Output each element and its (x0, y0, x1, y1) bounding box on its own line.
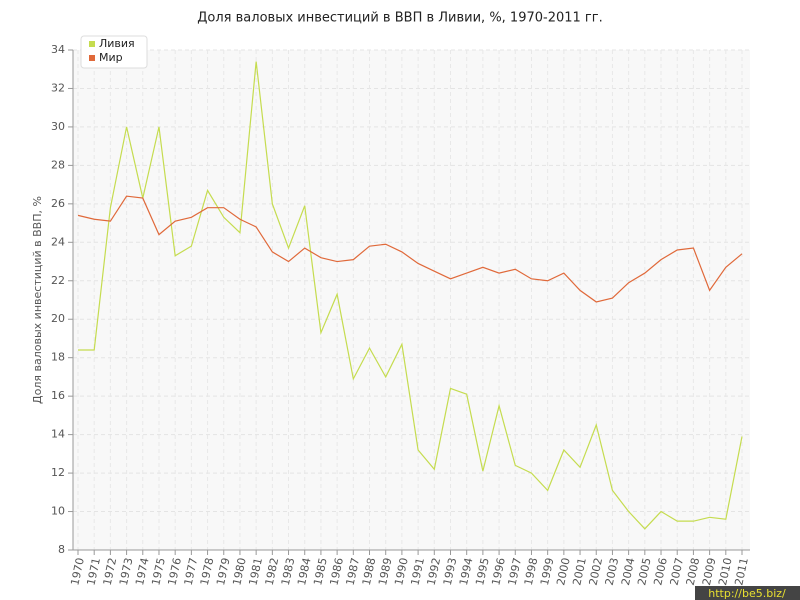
x-tick-label: 1996 (489, 557, 508, 587)
x-tick-label: 1991 (408, 557, 427, 587)
y-tick-label: 30 (51, 120, 65, 133)
x-tick-label: 2002 (587, 557, 606, 587)
x-tick-label: 1975 (149, 557, 168, 587)
x-tick-label: 2008 (684, 557, 703, 587)
x-tick-label: 1994 (457, 557, 476, 587)
x-tick-label: 1976 (166, 557, 185, 587)
y-tick-label: 34 (51, 43, 65, 56)
x-tick-label: 2000 (554, 557, 573, 587)
x-tick-label: 1982 (263, 557, 282, 587)
y-tick-label: 22 (51, 274, 65, 287)
x-tick-label: 1997 (506, 557, 525, 587)
watermark: http://be5.biz/ (708, 587, 786, 600)
x-tick-label: 1978 (198, 557, 217, 587)
x-tick-label: 1984 (295, 557, 314, 587)
x-tick-label: 2011 (732, 557, 751, 587)
x-tick-label: 1993 (441, 557, 460, 587)
plot-area (73, 50, 750, 550)
x-tick-label: 1986 (327, 557, 346, 587)
y-tick-label: 20 (51, 312, 65, 325)
y-tick-label: 8 (58, 543, 65, 556)
x-tick-label: 2001 (570, 557, 589, 587)
x-tick-label: 1987 (344, 557, 363, 587)
x-tick-label: 1992 (425, 557, 444, 587)
x-tick-label: 1980 (230, 557, 249, 587)
y-tick-label: 10 (51, 505, 65, 518)
x-tick-label: 2005 (635, 557, 654, 587)
x-tick-label: 1983 (279, 557, 298, 587)
x-tick-label: 2010 (716, 557, 735, 587)
legend-label: Ливия (99, 37, 135, 50)
watermark-bg (695, 586, 800, 600)
legend-swatch (89, 41, 95, 47)
x-tick-label: 2004 (619, 557, 638, 587)
x-tick-label: 2007 (668, 557, 687, 587)
x-tick-label: 1974 (133, 557, 152, 587)
x-tick-label: 1977 (182, 557, 201, 587)
y-tick-label: 14 (51, 428, 65, 441)
series-line (77, 195, 743, 303)
legend-label: Мир (99, 51, 123, 64)
x-tick-label: 1995 (473, 557, 492, 587)
x-tick-label: 1989 (376, 557, 395, 587)
x-tick-label: 1970 (68, 557, 87, 587)
x-tick-label: 1972 (101, 557, 120, 587)
x-tick-label: 2009 (700, 557, 719, 587)
x-tick-label: 1998 (522, 557, 541, 587)
x-tick-label: 1988 (360, 557, 379, 587)
x-tick-label: 2003 (603, 557, 622, 587)
x-tick-label: 1971 (85, 557, 104, 587)
x-tick-label: 1999 (538, 557, 557, 587)
x-tick-label: 2006 (651, 557, 670, 587)
legend-swatch (89, 55, 95, 61)
x-tick-label: 1979 (214, 557, 233, 587)
y-tick-label: 32 (51, 81, 65, 94)
x-tick-label: 1990 (392, 557, 411, 587)
y-tick-label: 26 (51, 197, 65, 210)
y-tick-label: 24 (51, 235, 65, 248)
y-tick-label: 18 (51, 351, 65, 364)
y-axis-label: Доля валовых инвестиций в ВВП, % (31, 196, 44, 404)
y-tick-label: 16 (51, 389, 65, 402)
legend-box (80, 35, 148, 69)
x-tick-label: 1973 (117, 557, 136, 587)
y-tick-label: 28 (51, 158, 65, 171)
x-tick-label: 1985 (311, 557, 330, 587)
y-tick-label: 12 (51, 466, 65, 479)
x-tick-label: 1981 (246, 557, 265, 587)
series-line (78, 61, 743, 530)
chart-title: Доля валовых инвестиций в ВВП в Ливии, %… (197, 11, 602, 26)
